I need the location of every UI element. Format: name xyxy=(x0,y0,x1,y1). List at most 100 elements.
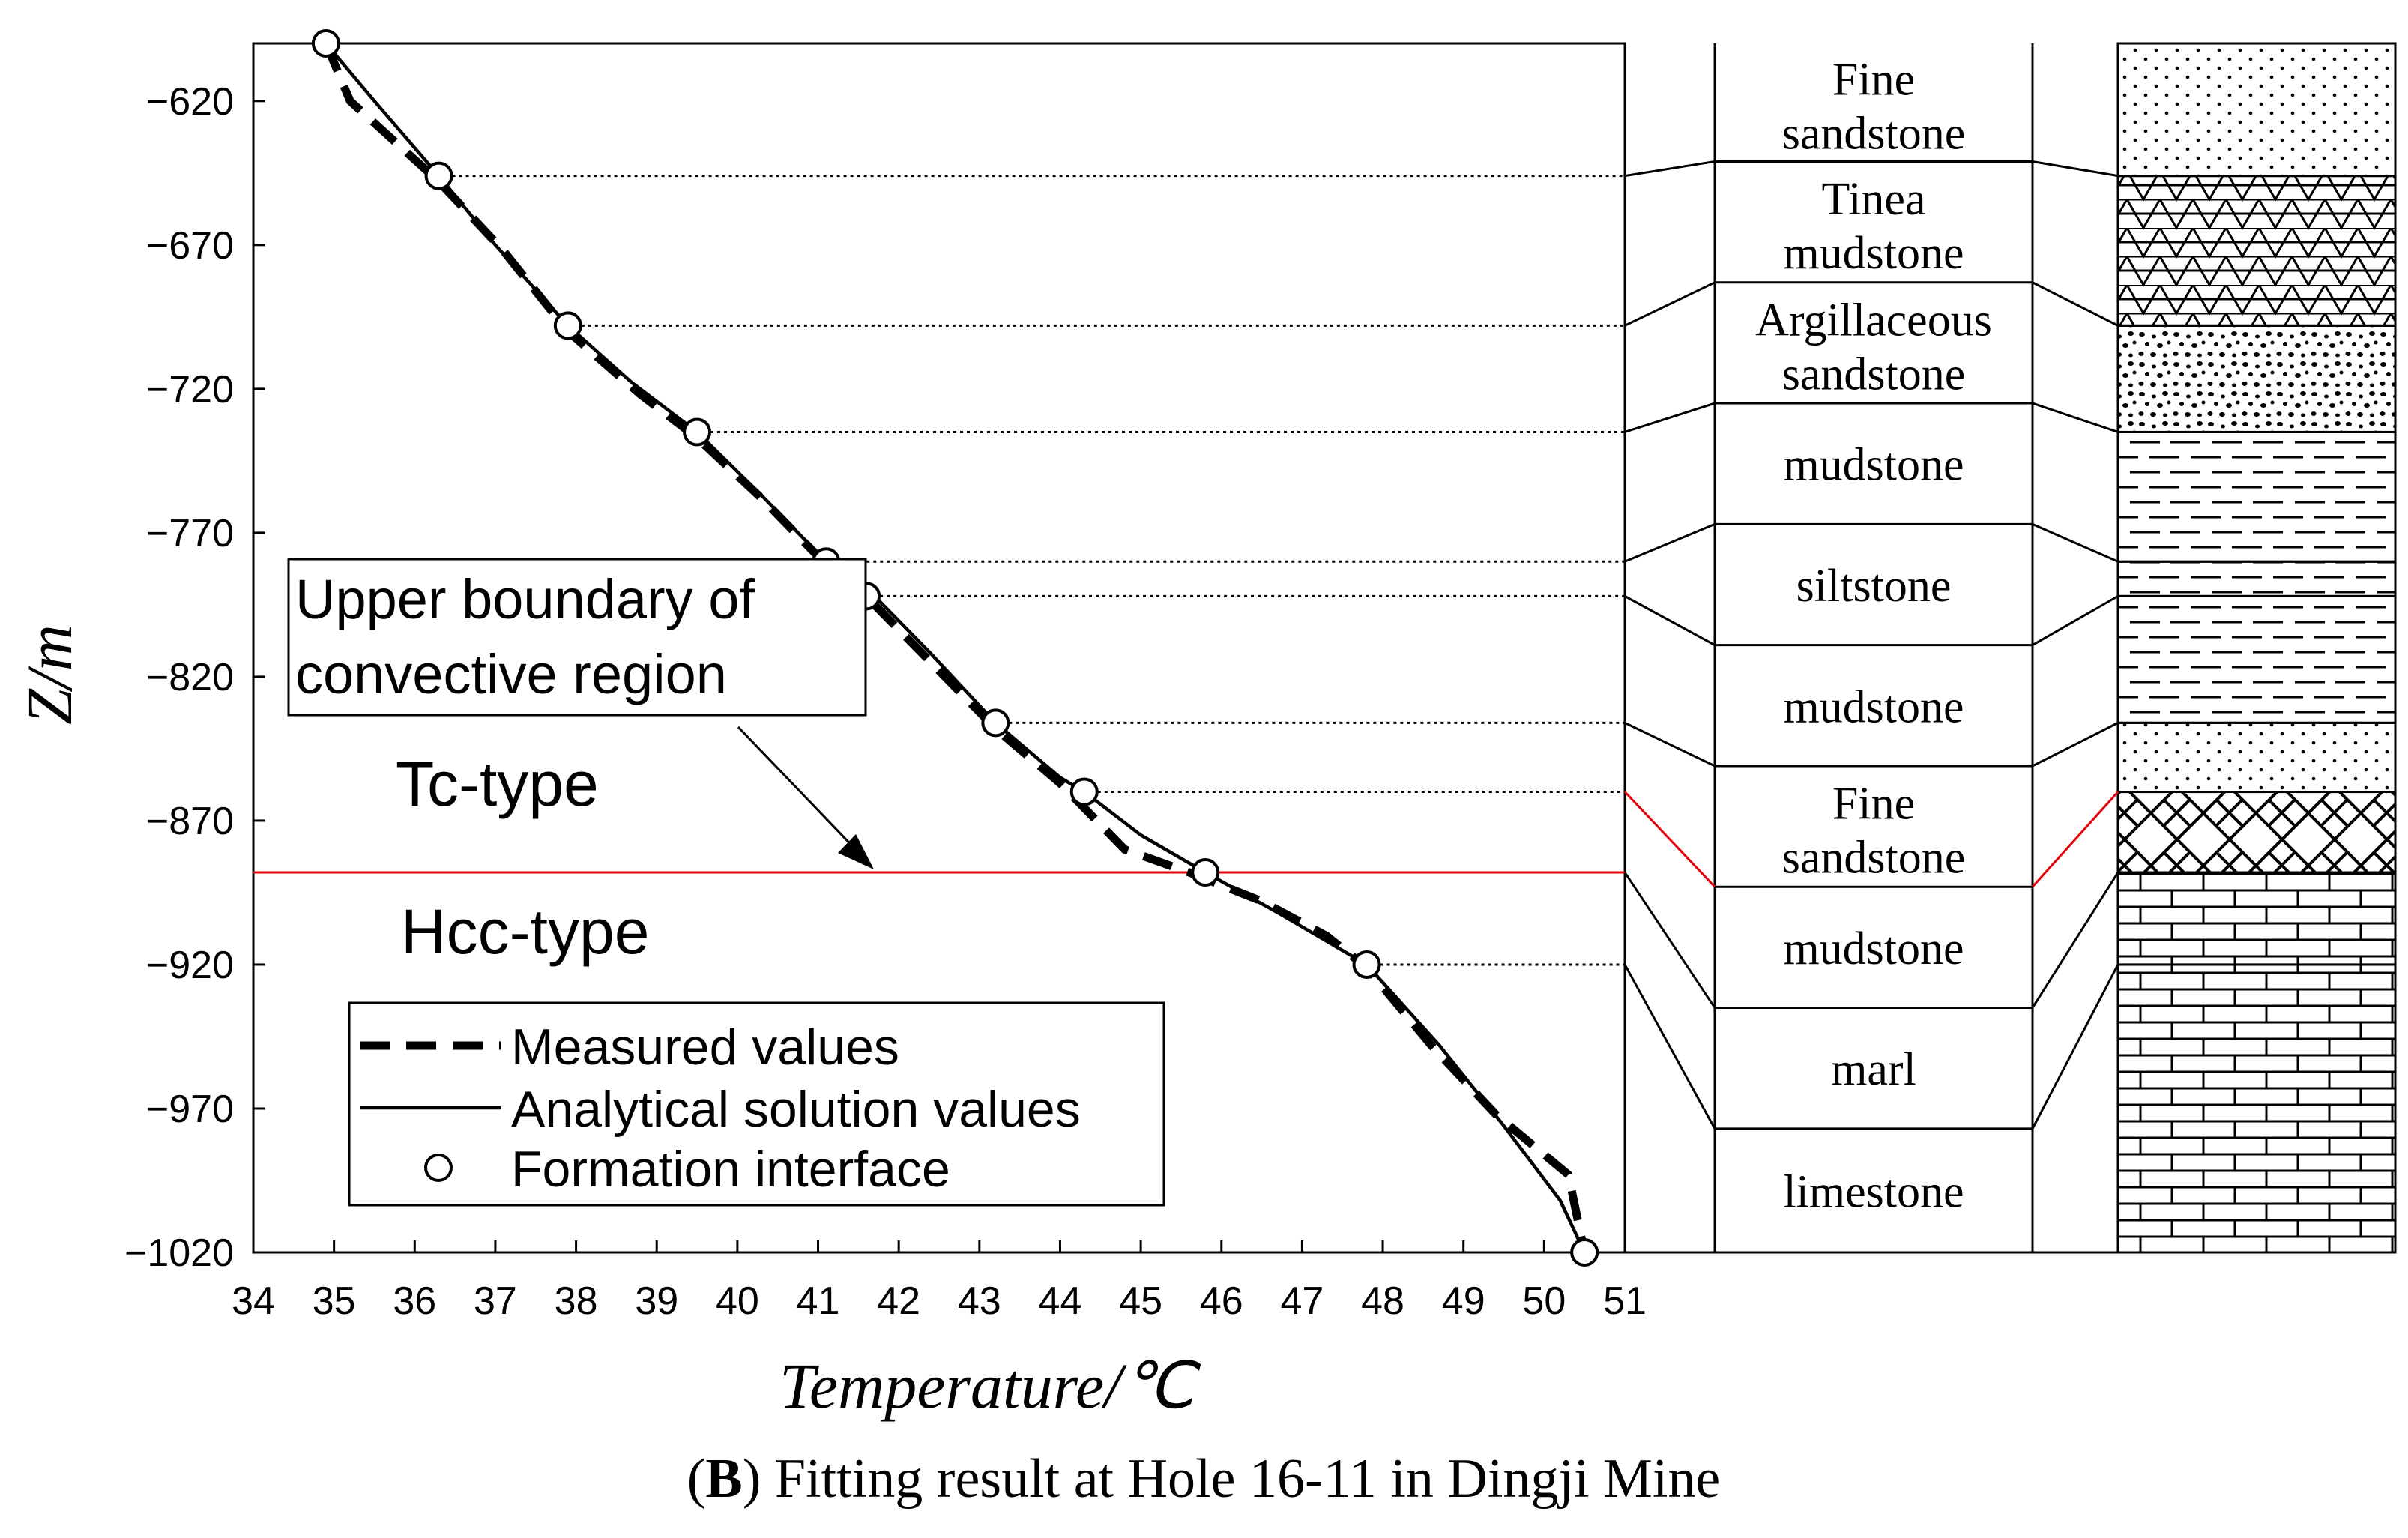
lithology-pattern-triangles xyxy=(2116,175,2397,327)
stratum-label: siltstone xyxy=(1796,561,1952,612)
stratum-label: sandstone xyxy=(1782,349,1966,399)
x-tick-label: 51 xyxy=(1603,1279,1647,1323)
x-tick-label: 44 xyxy=(1039,1279,1082,1323)
x-tick-label: 35 xyxy=(313,1279,356,1323)
x-tick-label: 45 xyxy=(1119,1279,1162,1323)
column-connector-right xyxy=(2032,281,2119,327)
x-axis-label-main: Temperature/ xyxy=(779,1350,1127,1422)
lithology-pattern-bricks xyxy=(2116,871,2397,966)
column-connector-right xyxy=(2032,722,2119,768)
x-tick-label: 37 xyxy=(474,1279,517,1323)
x-tick-label: 42 xyxy=(877,1279,920,1323)
stratum-label: mudstone xyxy=(1783,681,1964,732)
column-connector-right xyxy=(2032,402,2119,433)
interface-marker xyxy=(1352,950,1381,979)
interface-markers xyxy=(311,29,1599,1267)
interface-marker xyxy=(311,29,340,58)
strata-column: FinesandstoneTineamudstoneArgillaceoussa… xyxy=(1623,42,2397,1254)
x-tick-label: 40 xyxy=(716,1279,759,1323)
stratum-label: Argillaceous xyxy=(1755,295,1992,346)
y-tick-label: −1020 xyxy=(124,1231,234,1275)
stratum-label: Fine xyxy=(1832,779,1915,830)
lithology-pattern-bricks xyxy=(2116,963,2397,1254)
x-tick-label: 50 xyxy=(1522,1279,1566,1323)
interface-marker xyxy=(683,417,712,447)
x-axis-label-unit: ℃ xyxy=(1122,1350,1201,1422)
y-tick-label: −870 xyxy=(146,800,234,843)
interface-marker xyxy=(1069,777,1099,806)
lithology-pattern-dots xyxy=(2116,42,2397,178)
column-connector-right xyxy=(2031,964,2119,1130)
column-connector-left xyxy=(1624,722,1716,768)
column-connector-left xyxy=(1624,281,1716,327)
legend-swatch-interface xyxy=(424,1154,453,1182)
stratum-label: mudstone xyxy=(1783,228,1964,279)
x-tick-label: 43 xyxy=(958,1279,1001,1323)
stratum-label: mudstone xyxy=(1783,923,1964,974)
legend-label-measured: Measured values xyxy=(511,1019,899,1076)
interface-marker xyxy=(1570,1238,1599,1267)
column-connector-left xyxy=(1624,595,1716,646)
column-connector-right xyxy=(2031,872,2119,1009)
annotation-arrow xyxy=(737,726,862,856)
x-tick-label: 41 xyxy=(797,1279,840,1323)
figure-caption: (B) Fitting result at Hole 16-11 in Ding… xyxy=(687,1448,1720,1510)
caption-label: B xyxy=(705,1448,742,1510)
y-tick-label: −820 xyxy=(146,656,234,699)
x-tick-label: 39 xyxy=(635,1279,678,1323)
stratum-label: sandstone xyxy=(1782,833,1966,884)
interface-guides xyxy=(438,175,1625,966)
y-tick-label: −670 xyxy=(146,224,234,268)
caption-open-paren: ( xyxy=(687,1448,706,1510)
lithology-column xyxy=(2116,42,2397,1254)
caption-text: ) Fitting result at Hole 16-11 in Dingji… xyxy=(743,1448,1720,1510)
tc-type-label: Tc-type xyxy=(396,749,599,819)
annotation-line-1: Upper boundary of xyxy=(295,568,755,630)
column-connector-right xyxy=(2032,595,2119,646)
column-connector-left xyxy=(1624,522,1716,563)
interface-marker xyxy=(424,161,453,190)
column-connector-left xyxy=(1624,402,1716,433)
hcc-type-label: Hcc-type xyxy=(401,896,649,967)
pattern-column-frame xyxy=(2116,42,2397,1254)
stratum-label: Fine xyxy=(1832,55,1915,106)
stratum-label: marl xyxy=(1831,1044,1916,1095)
x-tick-label: 47 xyxy=(1280,1279,1324,1323)
x-tick-label: 49 xyxy=(1442,1279,1485,1323)
stratum-label: sandstone xyxy=(1782,109,1966,160)
annotation-line-2: convective region xyxy=(295,643,727,705)
legend-label-interface: Formation interface xyxy=(511,1141,950,1198)
column-connector-left xyxy=(1623,964,1716,1130)
lithology-pattern-herringbone xyxy=(2116,791,2397,874)
lithology-pattern-dashes xyxy=(2116,430,2397,563)
column-connector-right xyxy=(2032,160,2119,178)
plot-frame xyxy=(252,42,1626,1254)
stratum-label: Tinea xyxy=(1822,174,1926,225)
interface-marker xyxy=(553,311,582,340)
x-tick-label: 46 xyxy=(1200,1279,1243,1323)
axes: 34 35 36 37 38 39 40 41 42 43 44 45 46 47 48 49 50 51 −620… xyxy=(124,80,1647,1323)
y-tick-label: −770 xyxy=(146,512,234,555)
legend: Measured values Analytical solution valu… xyxy=(348,1001,1165,1207)
y-tick-label: −970 xyxy=(146,1088,234,1131)
column-connector-right xyxy=(2031,791,2119,888)
y-tick-label: −620 xyxy=(146,80,234,124)
column-connector-left xyxy=(1624,160,1716,178)
x-tick-label: 38 xyxy=(555,1279,598,1323)
stratum-label: limestone xyxy=(1783,1166,1964,1217)
lithology-pattern-speckles xyxy=(2116,324,2397,433)
y-axis-label: Z/m xyxy=(13,624,85,725)
x-tick-label: 34 xyxy=(232,1279,275,1323)
x-tick-label: 48 xyxy=(1361,1279,1404,1323)
x-axis-label: Temperature/℃ xyxy=(779,1350,1201,1422)
legend-label-analytical: Analytical solution values xyxy=(511,1081,1081,1138)
annotation-box xyxy=(287,558,867,717)
column-connector-right xyxy=(2032,522,2119,563)
column-connector-left xyxy=(1623,791,1716,888)
interface-marker xyxy=(981,708,1010,738)
annotation-arrowhead xyxy=(838,834,874,869)
lithology-pattern-dashes xyxy=(2116,594,2397,724)
y-tick-label: −720 xyxy=(146,368,234,411)
interface-marker xyxy=(1191,858,1220,887)
